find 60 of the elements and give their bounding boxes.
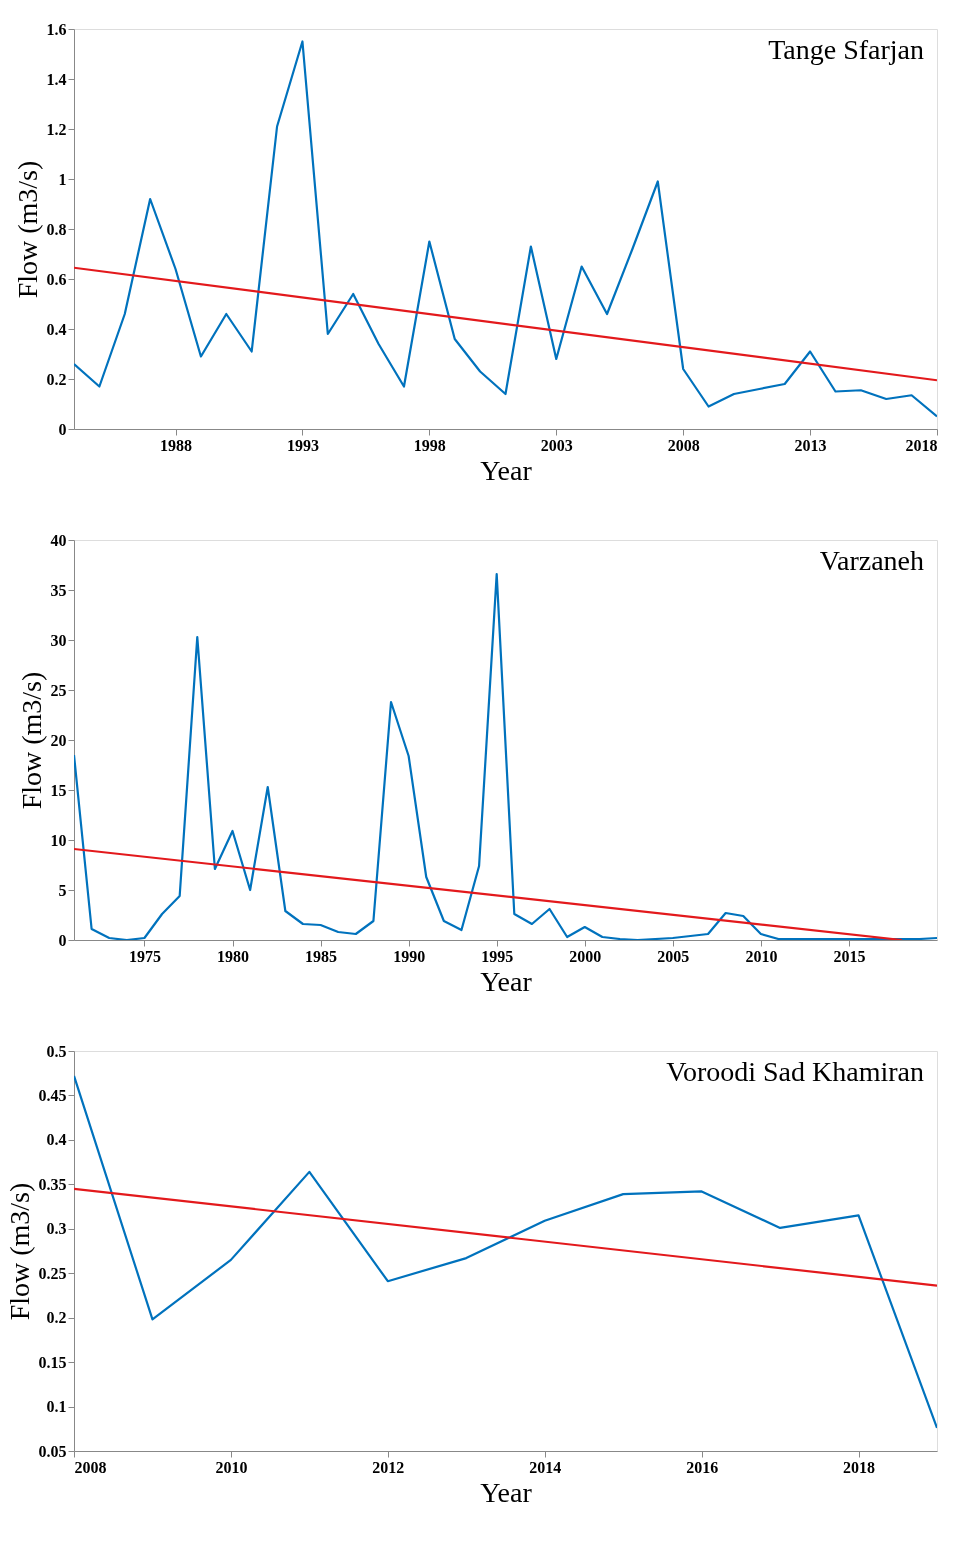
y-tick-label: 1 (58, 170, 67, 188)
x-tick-label: 2008 (667, 436, 700, 454)
x-tick-label: 1980 (217, 947, 250, 965)
y-axis-title: Flow (m3/s) (3, 1182, 35, 1321)
x-tick-label: 2013 (794, 436, 827, 454)
y-tick-label: 0.2 (46, 1309, 67, 1327)
x-axis-title: Year (480, 1476, 533, 1508)
y-tick-label: 0.15 (38, 1353, 67, 1371)
x-axis-title: Year (480, 454, 533, 486)
chart-title: Tange Sfarjan (768, 34, 924, 65)
y-tick-label: 0 (58, 931, 67, 949)
y-tick-label: 5 (58, 881, 67, 899)
y-tick-label: 1.6 (46, 20, 67, 38)
x-tick-label: 1990 (393, 947, 426, 965)
x-tick-label: 2018 (843, 1458, 876, 1476)
y-tick-label: 0.8 (46, 220, 67, 238)
y-tick-label: 0.4 (46, 320, 67, 338)
x-tick-label: 2003 (540, 436, 573, 454)
x-tick-label: 2012 (372, 1458, 405, 1476)
x-axis-title: Year (480, 965, 533, 997)
x-tick-label: 2010 (215, 1458, 248, 1476)
y-tick-label: 1.4 (46, 70, 67, 88)
y-tick-label: 0.5 (46, 1042, 67, 1060)
y-tick-label: 0.1 (46, 1398, 67, 1416)
line-series (74, 40, 937, 418)
x-tick-label: 2008 (74, 1458, 107, 1476)
y-tick-label: 35 (50, 581, 67, 599)
y-axis-title: Flow (m3/s) (15, 671, 47, 810)
chart-title: Varzaneh (819, 545, 924, 576)
y-tick-label: 0.2 (46, 370, 67, 388)
x-tick-label: 1998 (413, 436, 446, 454)
x-tick-label: 2000 (569, 947, 602, 965)
y-tick-label: 0 (58, 420, 67, 438)
y-tick-label: 0.6 (46, 270, 67, 288)
x-tick-label: 1985 (305, 947, 338, 965)
x-tick-label: 2016 (686, 1458, 719, 1476)
y-tick-label: 0.4 (46, 1131, 67, 1149)
x-tick-label: 2018 (905, 436, 938, 454)
y-tick-label: 40 (50, 531, 67, 549)
y-tick-label: 1.2 (46, 120, 67, 138)
y-tick-label: 0.35 (38, 1175, 67, 1193)
x-tick-label: 2015 (833, 947, 866, 965)
x-tick-label: 2005 (657, 947, 690, 965)
x-tick-label: 1988 (160, 436, 193, 454)
x-tick-label: 1995 (481, 947, 514, 965)
y-tick-label: 0.3 (46, 1220, 67, 1238)
y-tick-label: 30 (50, 631, 67, 649)
x-tick-label: 2010 (745, 947, 778, 965)
x-tick-label: 1975 (128, 947, 161, 965)
y-tick-label: 0.05 (38, 1442, 67, 1460)
y-tick-label: 20 (50, 731, 67, 749)
y-tick-label: 0.45 (38, 1086, 67, 1104)
y-tick-label: 10 (50, 831, 67, 849)
y-axis-title: Flow (m3/s) (11, 160, 43, 299)
chart-title: Voroodi Sad Khamiran (666, 1056, 924, 1087)
y-tick-label: 25 (50, 681, 67, 699)
x-tick-label: 1993 (286, 436, 319, 454)
x-tick-label: 2014 (529, 1458, 562, 1476)
y-tick-label: 15 (50, 781, 67, 799)
y-tick-label: 0.25 (38, 1264, 67, 1282)
